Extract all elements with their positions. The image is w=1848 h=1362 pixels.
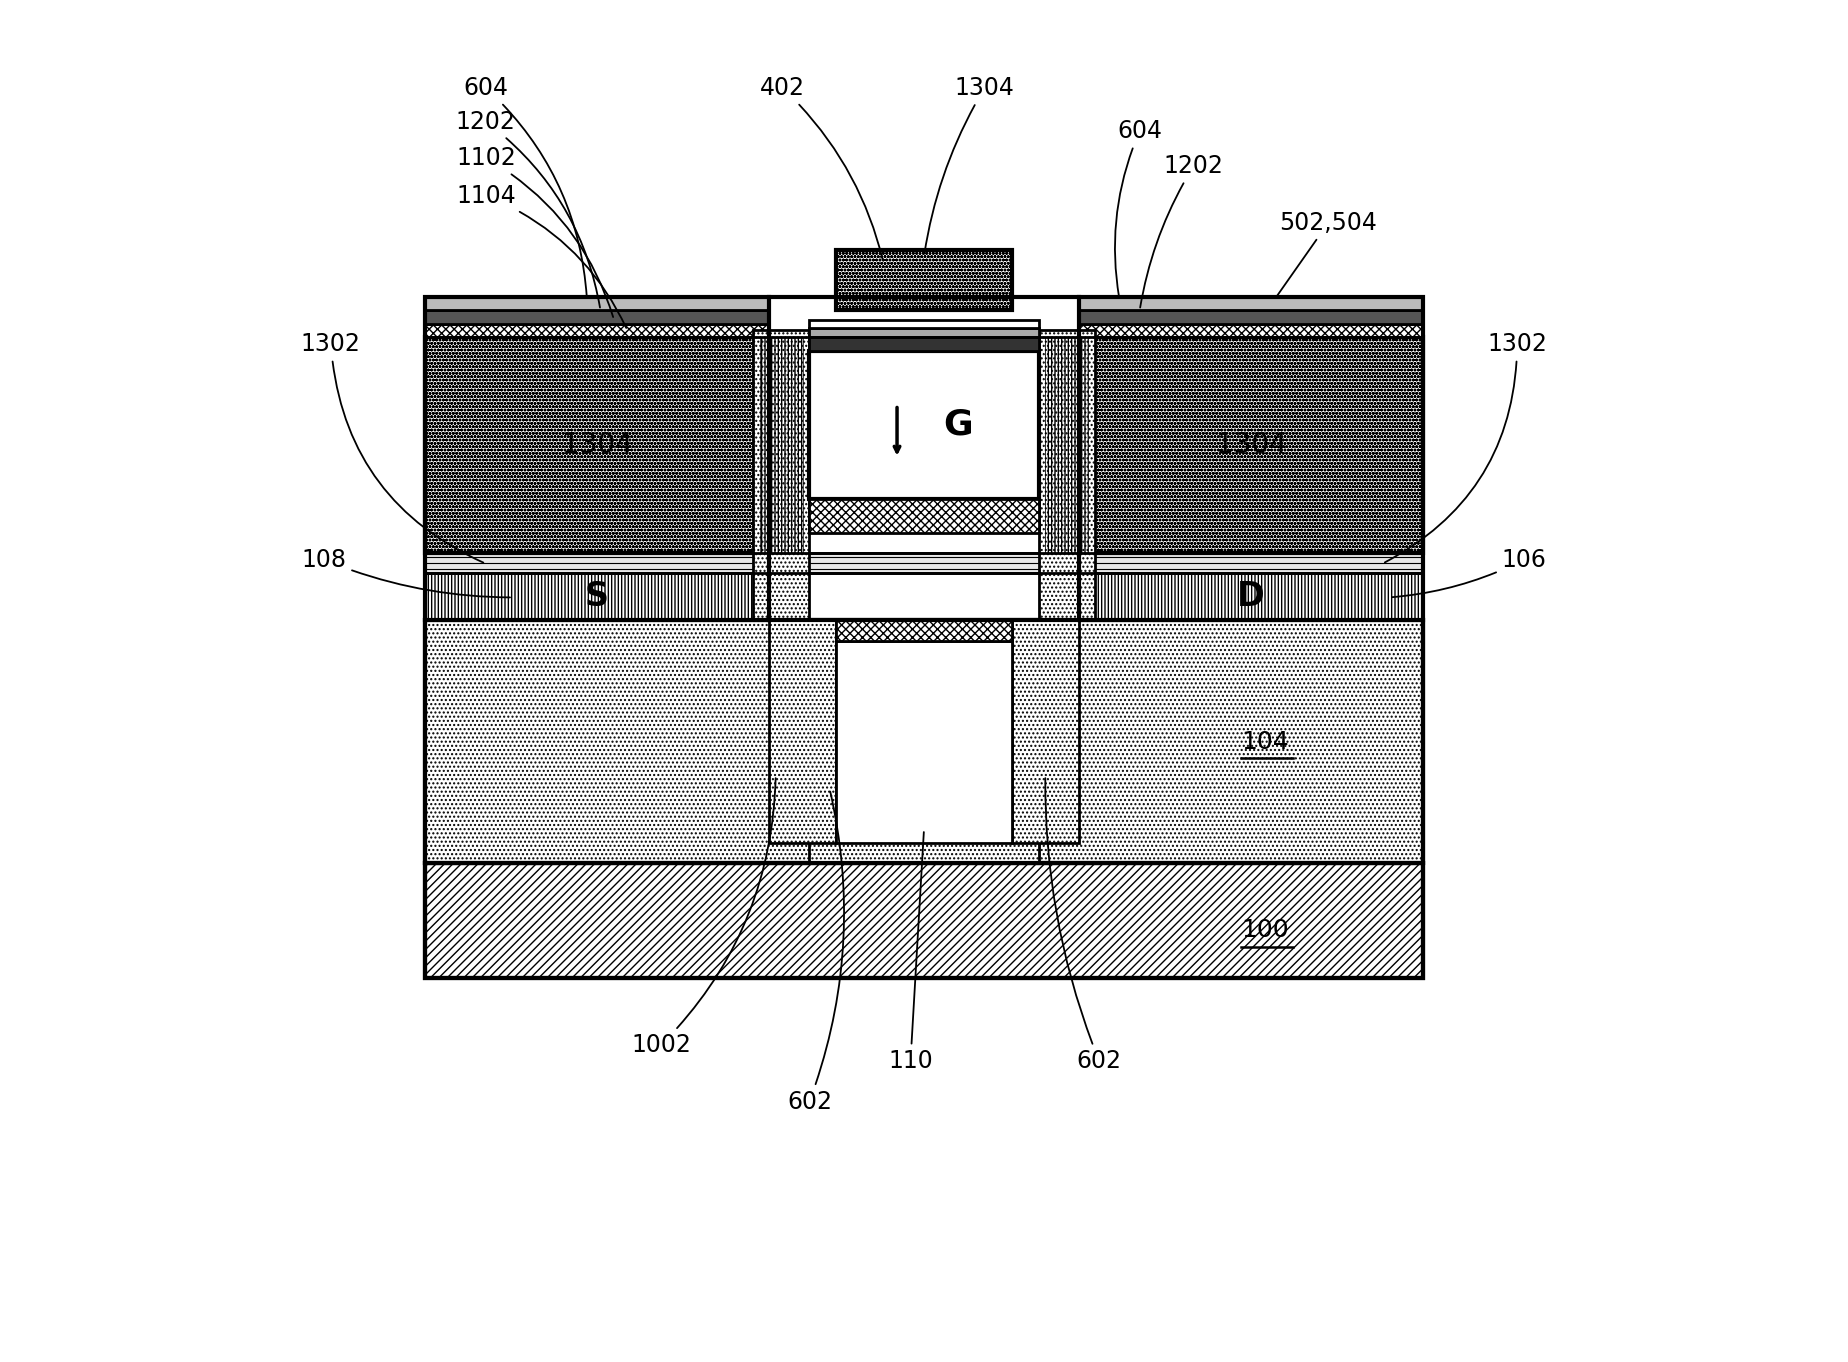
Text: 602: 602 [1046, 778, 1122, 1073]
Text: D: D [1236, 580, 1264, 613]
Text: 1302: 1302 [1384, 332, 1547, 563]
Text: S: S [586, 580, 610, 613]
Bar [1079, 311, 1423, 324]
Text: 1202: 1202 [456, 109, 601, 308]
Text: 1104: 1104 [456, 184, 626, 328]
Bar [1046, 338, 1088, 553]
Text: 1002: 1002 [632, 778, 776, 1057]
Text: 110: 110 [889, 832, 933, 1073]
Bar [809, 498, 1039, 533]
Text: 604: 604 [464, 76, 588, 297]
Text: 1102: 1102 [456, 146, 614, 317]
Bar [1079, 573, 1423, 620]
Bar [425, 297, 769, 311]
Text: 402: 402 [760, 76, 883, 260]
Text: 1302: 1302 [301, 332, 484, 563]
Bar [1011, 620, 1079, 843]
Text: 1304: 1304 [562, 432, 632, 459]
Bar [425, 573, 769, 620]
Bar [425, 297, 1423, 978]
Text: 502,504: 502,504 [1277, 211, 1377, 297]
Bar [425, 311, 769, 324]
Bar [425, 338, 769, 553]
Bar [809, 320, 1039, 328]
Bar [837, 249, 1011, 311]
Bar [752, 331, 809, 620]
Bar [809, 620, 1039, 864]
Text: 604: 604 [1114, 118, 1162, 297]
Bar [760, 338, 802, 553]
Text: 1304: 1304 [924, 76, 1015, 253]
Bar [809, 328, 1039, 338]
Bar [1039, 331, 1096, 620]
Bar [425, 864, 1423, 978]
Bar [837, 633, 1011, 836]
Text: 1304: 1304 [1216, 432, 1286, 459]
Bar [1079, 297, 1423, 311]
Text: G: G [942, 407, 972, 441]
Text: 104: 104 [1240, 730, 1288, 753]
Bar [769, 620, 837, 843]
Bar [837, 640, 1011, 843]
Text: 108: 108 [301, 548, 510, 598]
Bar [425, 553, 1423, 573]
Text: 100: 100 [1240, 918, 1288, 943]
Bar [809, 338, 1039, 350]
Bar [1079, 324, 1423, 338]
Bar [425, 324, 769, 338]
Text: 106: 106 [1392, 548, 1547, 597]
Bar [809, 350, 1039, 498]
Bar [1079, 338, 1423, 553]
Bar [837, 620, 1011, 640]
Text: 602: 602 [787, 791, 845, 1114]
Text: 1202: 1202 [1140, 154, 1223, 308]
Bar [425, 620, 1423, 864]
